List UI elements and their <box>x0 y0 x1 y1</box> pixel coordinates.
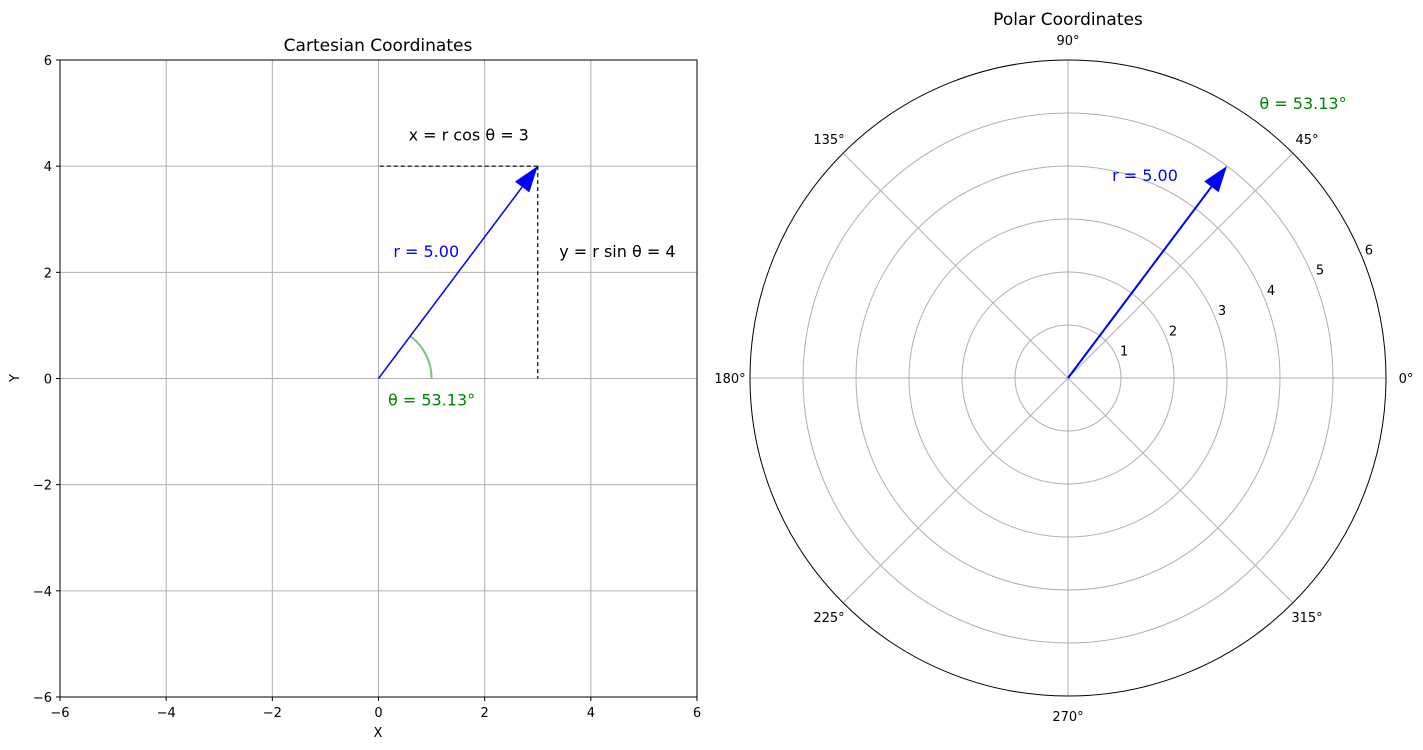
cartesian-x-tick-label: 4 <box>587 706 595 721</box>
y-projection-annotation: y = r sin θ = 4 <box>559 242 675 261</box>
cartesian-y-tick-label: 0 <box>44 373 52 388</box>
cartesian-r-annotation: r = 5.00 <box>393 242 459 261</box>
polar-title: Polar Coordinates <box>993 10 1143 30</box>
polar-r-gridcircle <box>961 271 1175 485</box>
polar-r-annotation: r = 5.00 <box>1112 166 1178 185</box>
polar-r-tick-label: 5 <box>1316 264 1324 279</box>
polar-theta-tick-label: 0° <box>1399 372 1414 387</box>
polar-theta-tick-label: 90° <box>1056 34 1079 49</box>
polar-ticks: 1 2 3 4 5 6 0° 45° 90° 135° 180° 225° 315° 270° <box>714 34 1413 725</box>
cartesian-marks <box>377 165 539 379</box>
polar-r-tick-label: 6 <box>1365 243 1373 258</box>
cartesian-vector-line <box>377 186 523 379</box>
x-projection-annotation: x = r cos θ = 3 <box>409 125 529 144</box>
cartesian-x-tick-label: −4 <box>157 706 176 721</box>
polar-r-tick-label: 1 <box>1120 345 1128 360</box>
cartesian-ticks: −6 −4 −2 0 2 4 6 −6 −4 −2 0 2 4 6 <box>33 54 701 721</box>
cartesian-x-tick-label: −2 <box>263 706 282 721</box>
polar-r-tick-label: 2 <box>1169 324 1177 339</box>
polar-outer-circle <box>749 59 1387 697</box>
polar-theta-tick-label: 315° <box>1291 611 1322 626</box>
polar-r-tick-label: 4 <box>1267 284 1275 299</box>
cartesian-y-tick-label: 2 <box>44 266 52 281</box>
cartesian-y-axis-label: Y <box>8 374 23 383</box>
cartesian-y-tick-label: −4 <box>33 585 52 600</box>
cartesian-title: Cartesian Coordinates <box>284 36 473 56</box>
polar-vector-line <box>1067 186 1213 379</box>
cartesian-x-tick-label: 0 <box>374 706 382 721</box>
cartesian-y-tick-label: −6 <box>33 691 52 706</box>
polar-vector-arrowhead <box>1204 166 1228 193</box>
polar-r-gridcircle <box>908 218 1228 538</box>
cartesian-angle-arc <box>409 335 433 379</box>
cartesian-y-tick-label: 4 <box>44 160 52 175</box>
cartesian-x-tick-label: 2 <box>481 706 489 721</box>
polar-theta-tick-label: 45° <box>1295 133 1318 148</box>
polar-chart: Polar Coordinates 1 2 3 4 5 6 0° 45° 90° 135° 180°… <box>714 10 1413 725</box>
cartesian-x-tick-label: −6 <box>50 706 69 721</box>
polar-r-gridcircle <box>1014 324 1122 432</box>
polar-theta-tick-label: 180° <box>714 372 745 387</box>
polar-marks <box>1067 166 1228 379</box>
polar-r-gridcircle <box>855 165 1281 591</box>
polar-theta-tick-label: 135° <box>813 133 844 148</box>
cartesian-vector-arrowhead <box>514 166 538 193</box>
cartesian-axes-frame <box>59 59 698 698</box>
polar-grid <box>749 59 1387 697</box>
polar-theta-tick-label: 270° <box>1052 710 1083 725</box>
polar-theta-annotation: θ = 53.13° <box>1259 94 1346 113</box>
cartesian-x-tick-label: 6 <box>693 706 701 721</box>
cartesian-chart: Cartesian Coordinates −6 −4 −2 0 2 4 6 −6 −4 −2 0 2… <box>8 36 701 741</box>
polar-theta-tick-label: 225° <box>813 611 844 626</box>
cartesian-x-axis-label: X <box>374 726 383 741</box>
cartesian-y-tick-label: 6 <box>44 54 52 69</box>
cartesian-theta-annotation: θ = 53.13° <box>388 391 475 410</box>
polar-r-gridcircle <box>802 112 1334 644</box>
cartesian-y-tick-label: −2 <box>33 479 52 494</box>
polar-r-tick-label: 3 <box>1218 304 1226 319</box>
